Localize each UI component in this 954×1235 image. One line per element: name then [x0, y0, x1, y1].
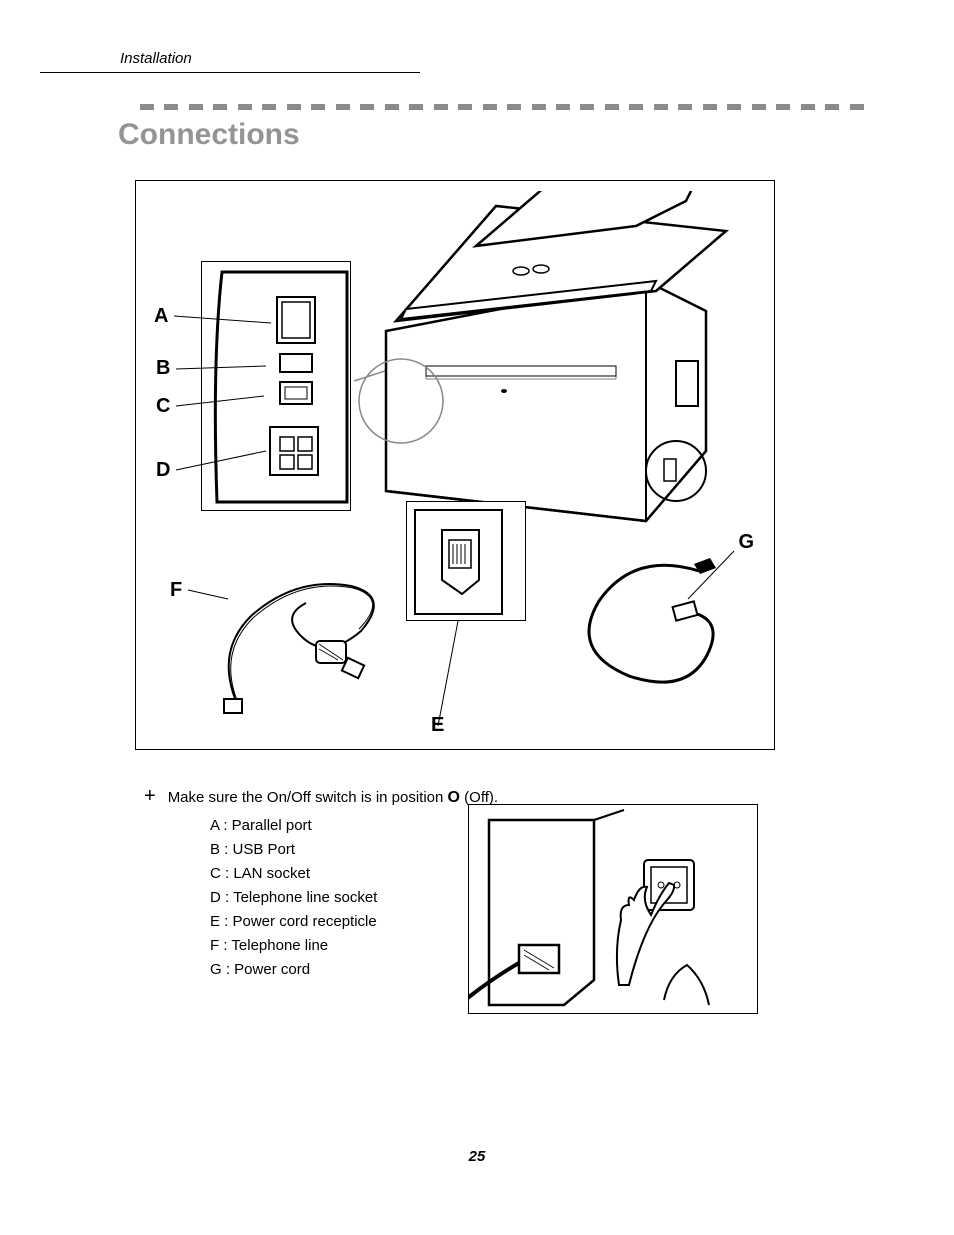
- divider-dash: [654, 104, 668, 110]
- figure-label-g: G: [738, 531, 754, 554]
- legend-item: A : Parallel port: [210, 814, 377, 838]
- dashed-divider: [140, 104, 864, 112]
- bullet-plus: +: [144, 786, 156, 806]
- divider-dash: [556, 104, 570, 110]
- legend-item: B : USB Port: [210, 838, 377, 862]
- figure-label-b: B: [156, 357, 170, 380]
- divider-dash: [287, 104, 301, 110]
- divider-dash: [776, 104, 790, 110]
- legend-item: F : Telephone line: [210, 934, 377, 958]
- divider-dash: [727, 104, 741, 110]
- connections-legend: A : Parallel portB : USB PortC : LAN soc…: [210, 814, 377, 982]
- figure-label-d: D: [156, 459, 170, 482]
- divider-dash: [336, 104, 350, 110]
- divider-dash: [850, 104, 864, 110]
- divider-dash: [678, 104, 692, 110]
- legend-item: G : Power cord: [210, 958, 377, 982]
- figure-label-c: C: [156, 395, 170, 418]
- divider-dash: [801, 104, 815, 110]
- divider-dash: [605, 104, 619, 110]
- instruction-line: + Make sure the On/Off switch is in posi…: [144, 786, 498, 807]
- divider-dash: [580, 104, 594, 110]
- divider-dash: [458, 104, 472, 110]
- figure-label-e: E: [431, 714, 444, 737]
- divider-dash: [311, 104, 325, 110]
- divider-dash: [703, 104, 717, 110]
- divider-dash: [532, 104, 546, 110]
- divider-dash: [140, 104, 154, 110]
- divider-dash: [629, 104, 643, 110]
- printer-illustration: [326, 191, 746, 551]
- page-number: 25: [0, 1148, 954, 1165]
- figure-label-a: A: [154, 305, 168, 328]
- divider-dash: [752, 104, 766, 110]
- divider-dash: [164, 104, 178, 110]
- divider-dash: [189, 104, 203, 110]
- divider-dash: [385, 104, 399, 110]
- divider-dash: [238, 104, 252, 110]
- divider-dash: [507, 104, 521, 110]
- power-switch-figure: [468, 804, 758, 1014]
- telephone-cable-illustration: [206, 561, 396, 721]
- off-symbol: O: [448, 789, 460, 807]
- page-title: Connections: [118, 118, 300, 152]
- header-underline: [40, 72, 420, 73]
- page-container: Installation Connections: [0, 0, 954, 1235]
- divider-dash: [483, 104, 497, 110]
- divider-dash: [360, 104, 374, 110]
- divider-dash: [409, 104, 423, 110]
- legend-item: C : LAN socket: [210, 862, 377, 886]
- instruction-text: Make sure the On/Off switch is in positi…: [168, 789, 498, 807]
- instruction-prefix: Make sure the On/Off switch is in positi…: [168, 789, 448, 806]
- legend-item: D : Telephone line socket: [210, 886, 377, 910]
- divider-dash: [434, 104, 448, 110]
- figure-label-f: F: [170, 579, 182, 602]
- divider-dash: [825, 104, 839, 110]
- socket-detail-inset: [406, 501, 526, 621]
- section-header-label: Installation: [120, 50, 192, 67]
- divider-dash: [213, 104, 227, 110]
- power-cord-illustration: [574, 556, 734, 696]
- connections-figure: A B C D E F G: [135, 180, 775, 750]
- legend-item: E : Power cord recepticle: [210, 910, 377, 934]
- divider-dash: [262, 104, 276, 110]
